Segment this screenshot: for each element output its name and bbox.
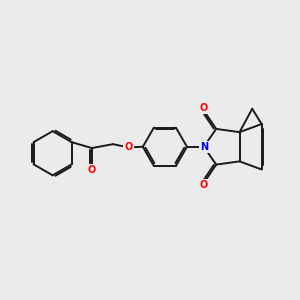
Text: O: O [199,103,207,113]
Text: O: O [199,180,207,190]
Text: N: N [200,142,208,152]
Text: O: O [124,142,133,152]
Text: O: O [88,165,96,175]
